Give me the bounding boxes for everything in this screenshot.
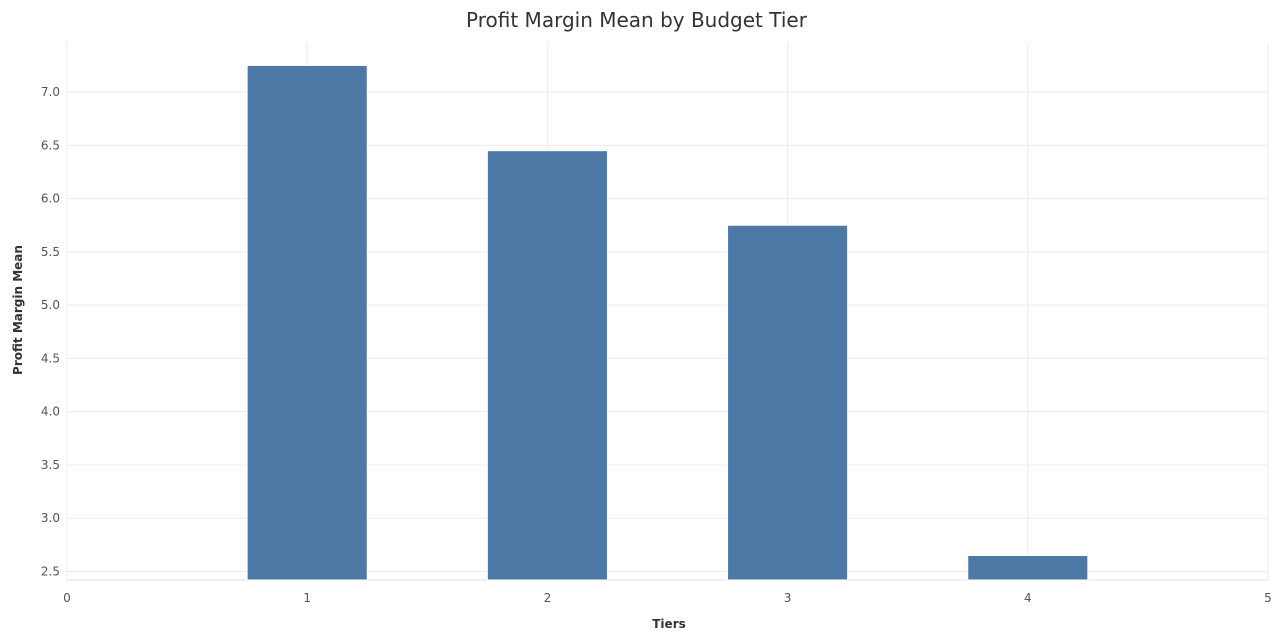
x-tick-label: 0 bbox=[63, 591, 71, 605]
y-tick-label: 6.0 bbox=[41, 192, 60, 206]
y-tick-label: 2.5 bbox=[41, 564, 60, 578]
x-tick-label: 1 bbox=[303, 591, 311, 605]
y-tick-label: 4.5 bbox=[41, 351, 60, 365]
x-tick-label: 5 bbox=[1264, 591, 1272, 605]
y-tick-label: 4.0 bbox=[41, 405, 60, 419]
y-tick-label: 7.0 bbox=[41, 85, 60, 99]
x-axis-ticks: 0 1 2 3 4 5 bbox=[63, 591, 1272, 605]
bar[interactable] bbox=[486, 150, 608, 581]
x-axis-title: Tiers bbox=[652, 617, 686, 631]
bar[interactable] bbox=[246, 64, 368, 581]
bar[interactable] bbox=[967, 554, 1089, 581]
chart-title: Profit Margin Mean by Budget Tier bbox=[466, 8, 807, 32]
y-axis-title: Profit Margin Mean bbox=[11, 245, 25, 375]
y-tick-label: 6.5 bbox=[41, 138, 60, 152]
y-tick-label: 5.0 bbox=[41, 298, 60, 312]
y-tick-label: 5.5 bbox=[41, 245, 60, 259]
x-tick-label: 2 bbox=[544, 591, 552, 605]
y-tick-label: 3.0 bbox=[41, 511, 60, 525]
x-tick-label: 3 bbox=[784, 591, 792, 605]
x-tick-label: 4 bbox=[1024, 591, 1032, 605]
y-tick-label: 3.5 bbox=[41, 458, 60, 472]
bars bbox=[246, 64, 1089, 581]
bar[interactable] bbox=[727, 224, 849, 581]
y-axis-ticks: 2.5 3.0 3.5 4.0 4.5 5.0 5.5 6.0 6.5 7.0 bbox=[41, 85, 60, 578]
